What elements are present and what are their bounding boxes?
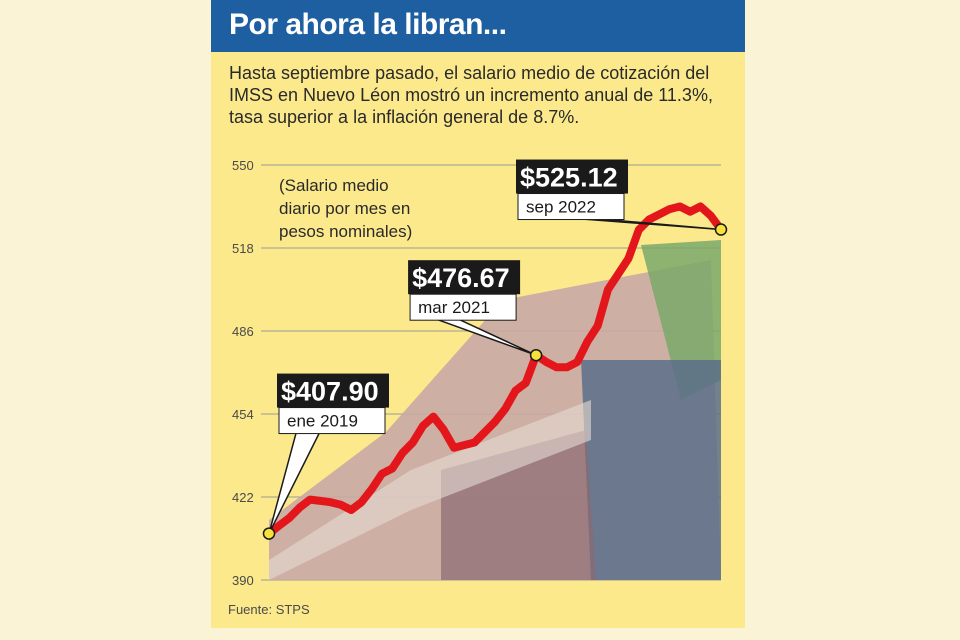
callout-value: $407.90 (281, 377, 379, 407)
unit-label-line-3: pesos nominales) (279, 222, 412, 241)
y-tick-label: 422 (232, 490, 254, 505)
line-chart: 390 422 454 486 518 550 (Salario medio diario… (232, 158, 728, 588)
chart-source: Fuente: STPS (228, 602, 310, 617)
callout-date: ene 2019 (287, 412, 358, 431)
callout-value-box (408, 260, 521, 295)
unit-label: (Salario medio diario por mes en pesos n… (279, 176, 412, 241)
chart-title: Por ahora la libran... (229, 8, 507, 41)
data-point-marker (529, 348, 543, 362)
data-point-marker (714, 223, 728, 236)
title-bar: Por ahora la libran... (211, 0, 745, 52)
callouts: $407.90 ene 2019 $476.67 mar 2021 $525.12 sep… (262, 159, 728, 540)
data-point-marker (262, 527, 276, 540)
y-axis-ticks: 390 422 454 486 518 550 (232, 158, 254, 588)
callout-value-box (277, 373, 389, 408)
callout-value-box (516, 159, 628, 194)
y-tick-label: 486 (232, 324, 254, 339)
callout-date-box (409, 293, 517, 321)
y-tick-label: 550 (232, 158, 254, 173)
infographic-card: Por ahora la libran... Hasta septiembre … (211, 0, 745, 628)
unit-label-line-1: (Salario medio (279, 176, 389, 195)
banknote-image (269, 240, 721, 580)
callout-ene-2019: $407.90 ene 2019 (262, 373, 389, 540)
chart-subtitle: Hasta septiembre pasado, el salario medi… (229, 63, 713, 127)
unit-label-line-2: diario por mes en (279, 199, 410, 218)
callout-date-box (517, 193, 625, 221)
callout-sep-2022: $525.12 sep 2022 (516, 159, 728, 236)
y-tick-label: 390 (232, 573, 254, 588)
banknote-portrait-area (581, 360, 721, 580)
y-tick-label: 454 (232, 407, 254, 422)
callout-value: $525.12 (520, 163, 618, 193)
callout-mar-2021: $476.67 mar 2021 (408, 260, 543, 362)
callout-date: mar 2021 (418, 298, 490, 317)
callout-date-box (278, 407, 386, 435)
callout-date: sep 2022 (526, 198, 596, 217)
callout-value: $476.67 (412, 263, 510, 293)
banknote-light-band (269, 400, 591, 580)
y-tick-label: 518 (232, 241, 254, 256)
